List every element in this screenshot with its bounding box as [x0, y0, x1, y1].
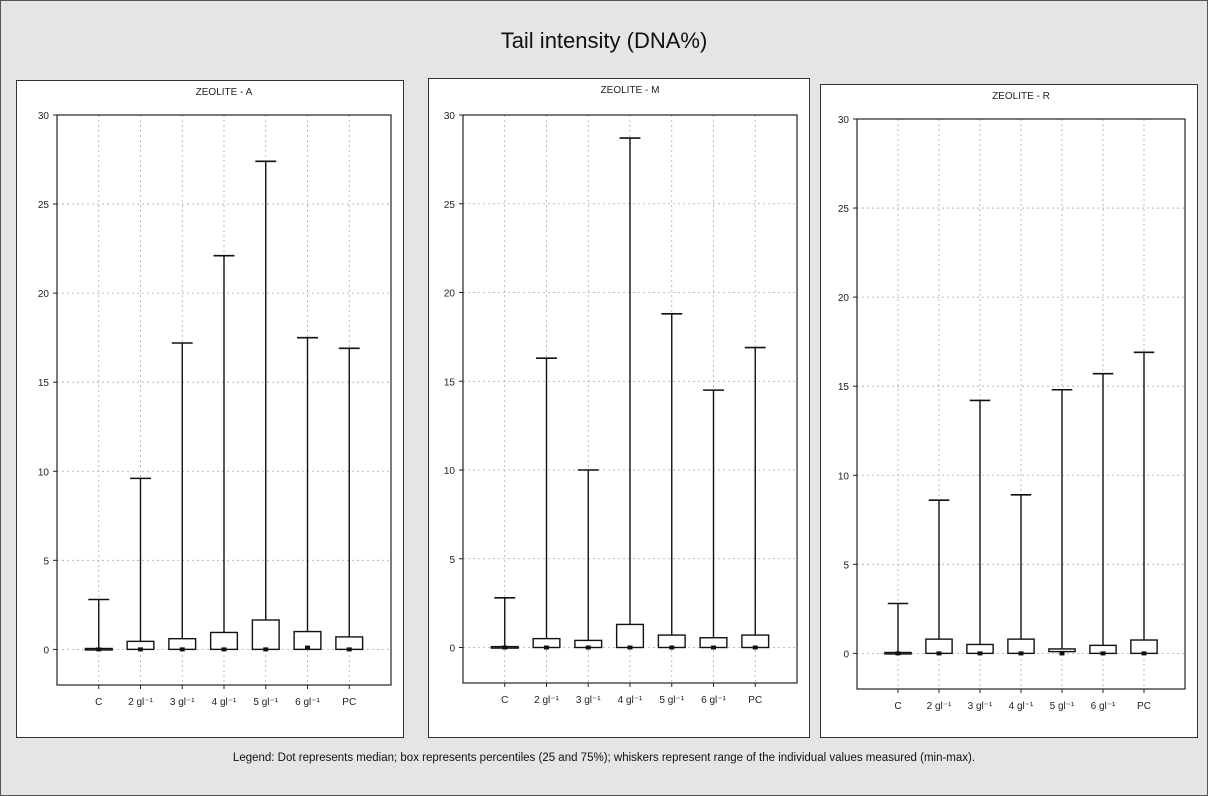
y-tick-label: 5: [449, 555, 455, 566]
y-tick-label: 10: [838, 471, 850, 482]
x-tick-label: 5 gl⁻¹: [253, 697, 278, 708]
median-dot: [752, 645, 758, 650]
median-dot: [221, 647, 227, 652]
y-tick-label: 0: [843, 649, 849, 660]
x-tick-label: 4 gl⁻¹: [212, 697, 237, 708]
y-tick-label: 0: [43, 645, 49, 656]
y-tick-label: 25: [838, 204, 850, 215]
median-dot: [936, 651, 942, 656]
x-tick-label: C: [501, 695, 508, 706]
y-tick-label: 5: [843, 560, 849, 571]
y-tick-label: 25: [38, 200, 50, 211]
chart-zeolite-a: ZEOLITE - A 0 5 10 15 20 25 30 C 2 gl⁻¹ 3 gl⁻¹ 4 gl…: [38, 87, 392, 708]
y-tick-label: 15: [444, 377, 456, 388]
x-tick-label: 6 gl⁻¹: [1091, 701, 1116, 712]
x-tick-label: 4 gl⁻¹: [618, 695, 643, 706]
median-dot: [544, 645, 549, 650]
panel-zeolite-r: ZEOLITE - R 0 5 10 15 20 25 30 C 2 gl⁻¹ 3 gl⁻¹ 4 gl…: [820, 84, 1198, 738]
panel-title: ZEOLITE - R: [992, 91, 1050, 102]
median-dot: [895, 651, 901, 656]
y-tick-label: 15: [838, 382, 850, 393]
panel-title: ZEOLITE - M: [601, 85, 660, 96]
x-tick-label: 2 gl⁻¹: [927, 701, 952, 712]
median-dot: [1018, 651, 1024, 656]
x-tick-label: PC: [342, 697, 356, 708]
median-dot: [502, 645, 508, 650]
median-dot: [711, 645, 716, 650]
y-tick-label: 30: [444, 111, 456, 122]
x-tick-label: 6 gl⁻¹: [295, 697, 320, 708]
x-tick-label: PC: [748, 695, 762, 706]
x-tick-label: 3 gl⁻¹: [170, 697, 195, 708]
box: [251, 619, 280, 651]
median-dot: [1141, 651, 1147, 656]
y-tick-label: 10: [38, 467, 50, 478]
panel-zeolite-m: ZEOLITE - M 0 5 10 15 20 25 30 C 2 gl⁻¹ 3 gl⁻¹ 4 gl…: [428, 78, 810, 738]
y-tick-label: 15: [38, 378, 50, 389]
x-tick-label: 4 gl⁻¹: [1009, 701, 1034, 712]
figure-title: Tail intensity (DNA%): [500, 28, 708, 53]
x-tick-label: C: [95, 697, 102, 708]
chart-zeolite-r: ZEOLITE - R 0 5 10 15 20 25 30 C 2 gl⁻¹ 3 gl⁻¹ 4 gl…: [838, 91, 1186, 712]
box: [925, 638, 953, 655]
box: [1007, 638, 1035, 655]
x-tick-label: 5 gl⁻¹: [1050, 701, 1075, 712]
box: [1130, 639, 1158, 655]
y-tick-label: 25: [444, 200, 456, 211]
y-tick-label: 20: [38, 289, 50, 300]
chart-zeolite-m: ZEOLITE - M 0 5 10 15 20 25 30 C 2 gl⁻¹ 3 gl⁻¹ 4 gl…: [444, 85, 798, 706]
median-dot: [96, 647, 102, 652]
median-dot: [263, 647, 269, 652]
median-dot: [1059, 651, 1065, 656]
median-dot: [1100, 651, 1106, 656]
y-tick-label: 5: [43, 556, 49, 567]
box: [615, 623, 645, 649]
y-tick-label: 30: [838, 115, 850, 126]
legend-text: Legend: Dot represents median; box repre…: [232, 752, 976, 764]
y-tick-label: 20: [444, 289, 456, 300]
median-dot: [346, 647, 352, 652]
y-tick-label: 10: [444, 466, 456, 477]
x-tick-label: 3 gl⁻¹: [576, 695, 601, 706]
x-tick-label: 3 gl⁻¹: [968, 701, 993, 712]
median-dot: [585, 645, 591, 650]
median-dot: [179, 647, 185, 652]
panel-title: ZEOLITE - A: [196, 87, 253, 98]
x-tick-label: C: [894, 701, 901, 712]
x-tick-label: 6 gl⁻¹: [701, 695, 726, 706]
x-tick-label: 5 gl⁻¹: [659, 695, 684, 706]
median-dot: [305, 645, 310, 650]
x-tick-label: 2 gl⁻¹: [128, 697, 153, 708]
panel-zeolite-a: ZEOLITE - A 0 5 10 15 20 25 30 C 2 gl⁻¹ 3 gl⁻¹ 4 gl…: [16, 80, 404, 738]
x-tick-label: 2 gl⁻¹: [534, 695, 559, 706]
box: [209, 631, 239, 651]
median-dot: [627, 645, 633, 650]
y-tick-label: 0: [449, 644, 455, 655]
x-tick-label: PC: [1137, 701, 1151, 712]
median-dot: [669, 645, 675, 650]
box: [1048, 648, 1076, 653]
y-tick-label: 20: [838, 293, 850, 304]
y-tick-label: 30: [38, 111, 50, 122]
median-dot: [138, 647, 143, 652]
median-dot: [977, 651, 983, 656]
